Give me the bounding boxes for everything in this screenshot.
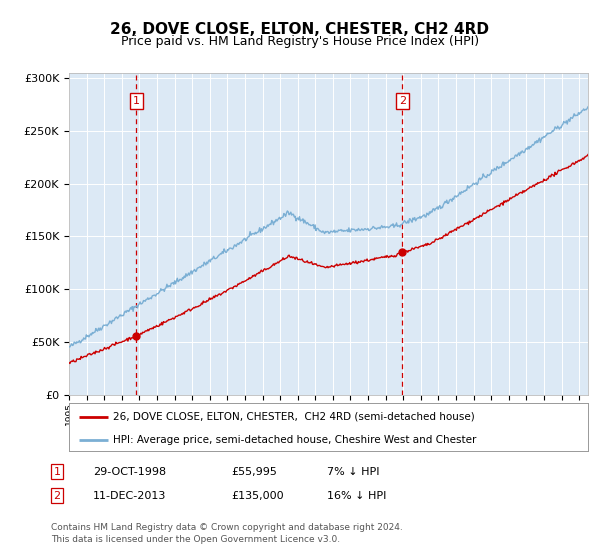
Text: £55,995: £55,995 [231, 466, 277, 477]
Text: £135,000: £135,000 [231, 491, 284, 501]
Text: 7% ↓ HPI: 7% ↓ HPI [327, 466, 380, 477]
Text: 1: 1 [133, 96, 140, 106]
Text: 16% ↓ HPI: 16% ↓ HPI [327, 491, 386, 501]
Text: 2: 2 [399, 96, 406, 106]
Text: Price paid vs. HM Land Registry's House Price Index (HPI): Price paid vs. HM Land Registry's House … [121, 35, 479, 48]
Text: 26, DOVE CLOSE, ELTON, CHESTER,  CH2 4RD (semi-detached house): 26, DOVE CLOSE, ELTON, CHESTER, CH2 4RD … [113, 412, 475, 422]
Text: 2: 2 [53, 491, 61, 501]
Text: Contains HM Land Registry data © Crown copyright and database right 2024.
This d: Contains HM Land Registry data © Crown c… [51, 522, 403, 544]
Text: 26, DOVE CLOSE, ELTON, CHESTER, CH2 4RD: 26, DOVE CLOSE, ELTON, CHESTER, CH2 4RD [110, 22, 490, 38]
Text: 29-OCT-1998: 29-OCT-1998 [93, 466, 166, 477]
Text: HPI: Average price, semi-detached house, Cheshire West and Chester: HPI: Average price, semi-detached house,… [113, 435, 476, 445]
Text: 11-DEC-2013: 11-DEC-2013 [93, 491, 166, 501]
Text: 1: 1 [53, 466, 61, 477]
